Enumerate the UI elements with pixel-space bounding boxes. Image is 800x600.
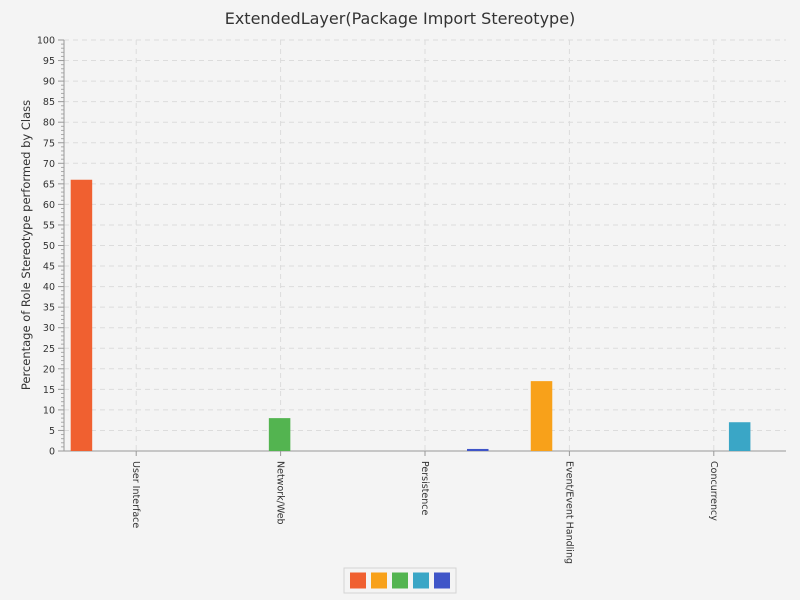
x-tick-label: Concurrency	[708, 461, 719, 521]
bar	[268, 418, 291, 451]
y-axis-label: Percentage of Role Stereotype performed …	[19, 100, 33, 390]
bar	[728, 422, 751, 451]
y-tick-label: 25	[43, 344, 55, 355]
legend	[343, 567, 457, 594]
legend-swatch	[413, 572, 429, 589]
y-tick-label: 45	[43, 262, 55, 273]
y-tick-label: 15	[43, 385, 55, 396]
y-tick-label: 0	[49, 447, 55, 458]
y-tick-label: 55	[43, 220, 55, 231]
y-tick-label: 65	[43, 179, 55, 190]
legend-swatch	[350, 572, 366, 589]
y-tick-label: 20	[43, 364, 55, 375]
x-tick-label: User Interface	[130, 461, 141, 528]
x-tick-label: Network/Web	[275, 461, 286, 525]
y-tick-label: 95	[43, 56, 55, 67]
y-tick-label: 40	[43, 282, 55, 293]
plot-area: 0 5 10 15 20 25 30 35 40 45 50 55 60 65 70 75 80 85 90 95 10…	[37, 36, 786, 564]
legend-swatch	[434, 572, 450, 589]
x-tick-label: Event/Event Handling	[563, 461, 574, 564]
x-tick-label: Persistence	[419, 461, 430, 515]
legend-swatch	[371, 572, 387, 589]
bar	[467, 448, 489, 451]
y-tick-label: 30	[43, 323, 55, 334]
y-tick-label: 75	[43, 138, 55, 149]
bar	[70, 179, 93, 452]
y-tick-label: 50	[43, 241, 55, 252]
y-tick-label: 10	[43, 405, 55, 416]
y-tick-label: 35	[43, 303, 55, 314]
chart-title: ExtendedLayer(Package Import Stereotype)	[225, 9, 576, 28]
y-tick-label: 60	[43, 200, 55, 211]
y-tick-label: 90	[43, 77, 55, 88]
y-tick-label: 85	[43, 97, 55, 108]
y-tick-label: 70	[43, 159, 55, 170]
y-tick-label: 5	[49, 426, 55, 437]
y-tick-label: 80	[43, 118, 55, 129]
legend-swatch	[392, 572, 408, 589]
bar	[530, 381, 553, 451]
y-tick-label: 100	[37, 36, 55, 47]
